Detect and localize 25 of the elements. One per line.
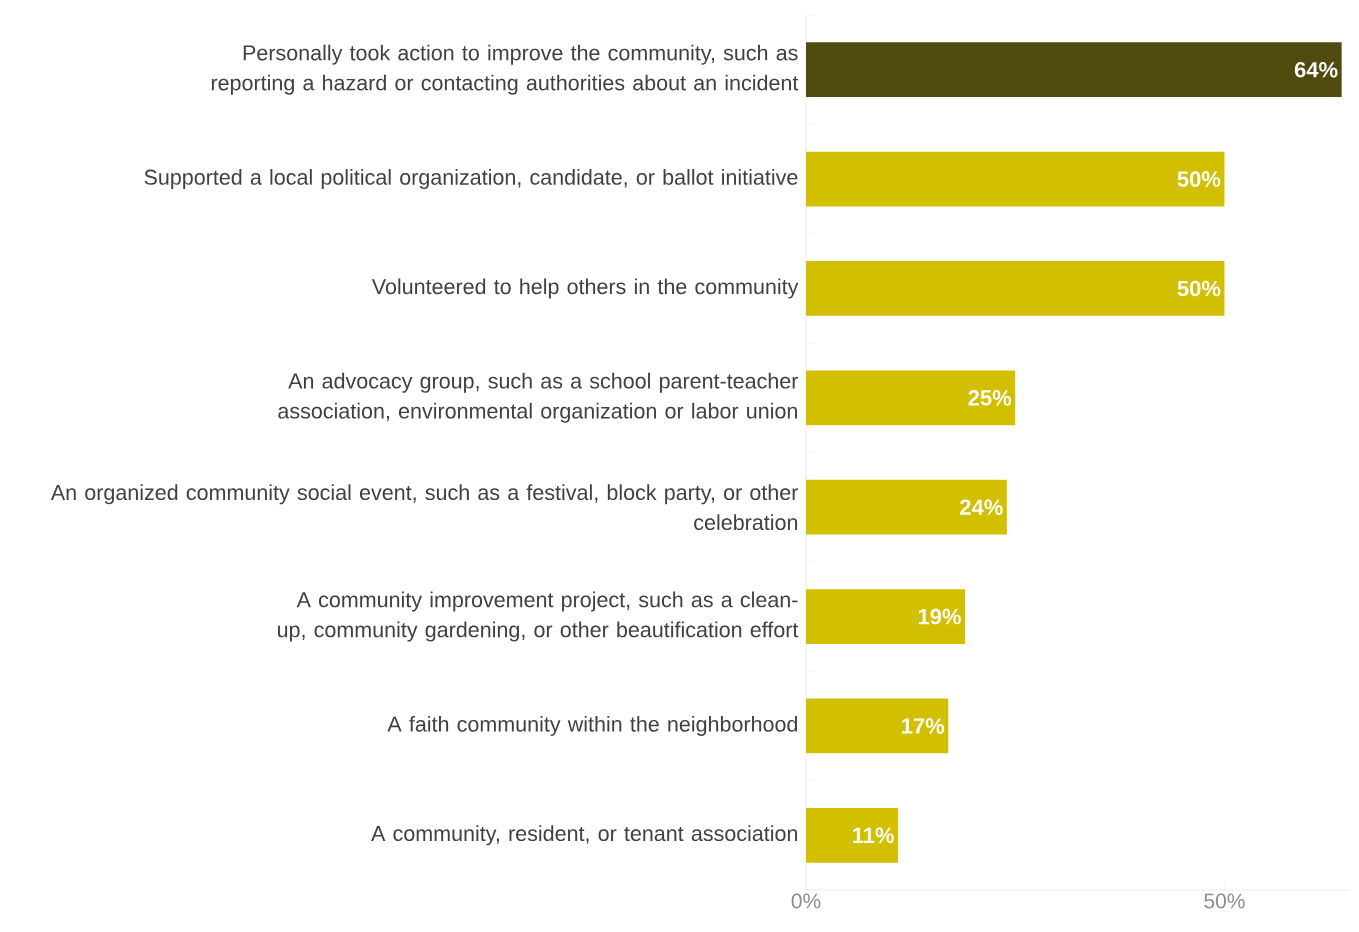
data-label: 11% <box>853 827 894 844</box>
bar <box>806 589 966 644</box>
bar <box>806 479 1007 535</box>
y-tick-label: Personally took action to improve the community, such as reporting a hazard or contacting authorities about an incident <box>211 44 799 95</box>
bar <box>806 261 1225 316</box>
y-tick-label: A faith community within the neighborhood <box>387 715 798 736</box>
bar <box>806 370 1016 426</box>
data-label: 24% <box>960 499 1003 515</box>
bar <box>806 807 899 863</box>
y-tick-label: Volunteered to help others in the community <box>371 278 799 299</box>
bar <box>806 42 1342 98</box>
data-label: 25% <box>968 390 1012 406</box>
data-label: 17% <box>902 718 945 734</box>
y-tick-label: Supported a local political organization, candidate, or ballot initiative <box>144 169 798 190</box>
y-tick-label: A community, resident, or tenant association <box>371 825 798 846</box>
bar <box>806 151 1225 207</box>
data-label: 64% <box>1294 61 1338 78</box>
x-tick-label: 0% <box>791 893 821 909</box>
data-label: 50% <box>1177 171 1221 187</box>
y-tick-label: An advocacy group, such as a school parent-teacher association, environmental organization or labor union <box>278 372 799 423</box>
data-label: 19% <box>918 608 961 625</box>
data-label: 50% <box>1177 280 1221 297</box>
y-tick-label: An organized community social event, such as a festival, block party, or other celebration <box>50 484 799 531</box>
bar <box>806 698 949 754</box>
y-tick-label: A community improvement project, such as a clean-up, community gardening, or other beautification effort <box>278 591 799 642</box>
